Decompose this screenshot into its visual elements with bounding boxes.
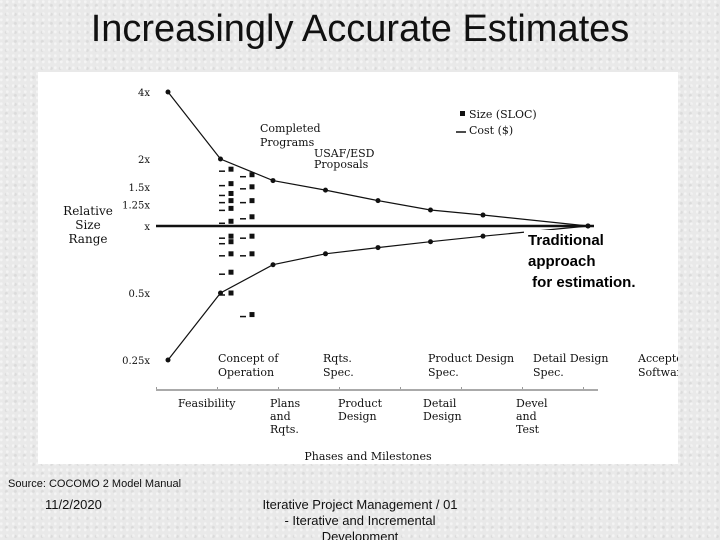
cost-point [165, 357, 171, 363]
footer-title: Iterative Project Management / 01 - Iter… [240, 497, 480, 540]
y-tick-label: 0.5x [128, 289, 150, 300]
cost-point [585, 223, 591, 229]
size-point [480, 212, 486, 218]
slide-title: Increasingly Accurate Estimates [90, 8, 630, 50]
phase-label: Design [338, 410, 377, 423]
phase-label: Plans [270, 397, 301, 410]
x-axis-label: Phases and Milestones [304, 450, 432, 463]
phase-label: Test [516, 423, 540, 436]
scatter-point [228, 205, 234, 211]
scatter-point [228, 218, 234, 224]
annotation-completed: Completed [260, 122, 321, 135]
cost-point [323, 251, 328, 257]
milestone-label: Product Design [428, 352, 514, 365]
scatter-point [228, 166, 234, 172]
scatter-point [228, 239, 234, 245]
cost-point [480, 233, 486, 239]
footer-line-3: Development [321, 529, 399, 540]
milestone-label: Spec. [323, 366, 354, 379]
chart-figure: 4x 2x 1.5x 1.25x x 0.5x 0.25x Relative Size Range… [38, 72, 678, 464]
footer-line-2: - Iterative and Incremental [284, 513, 436, 528]
size-point [428, 207, 433, 213]
annotation-proposals: Proposals [314, 158, 369, 171]
chart-svg: 4x 2x 1.5x 1.25x x 0.5x 0.25x RelativeSizeRange… [63, 88, 678, 463]
milestone-label: Software [638, 366, 678, 379]
y-tick-label: 0.25x [122, 356, 150, 367]
scatter-point [228, 290, 234, 296]
scatter-point [249, 233, 255, 239]
size-series-line [167, 91, 589, 227]
y-axis-label: Relative [63, 204, 113, 218]
milestone-label: Detail Design [533, 352, 608, 365]
phase-label: and [516, 410, 537, 423]
scatter-point [249, 214, 255, 220]
size-point [323, 187, 328, 193]
callout-line-2: for estimation. [528, 274, 636, 291]
source-note: Source: COCOMO 2 Model Manual [8, 478, 182, 490]
scatter-point [249, 184, 255, 190]
legend-cost-label: Cost ($) [469, 124, 513, 137]
scatter-point [228, 181, 234, 187]
size-point [270, 178, 276, 184]
y-tick-label: 2x [138, 155, 150, 166]
callout-line-1: Traditional approach [528, 232, 604, 270]
scatter-point [249, 312, 255, 318]
milestone-label: Accepted [637, 352, 678, 365]
cost-series-line [167, 225, 589, 361]
scatter-point [228, 269, 234, 275]
size-point [375, 198, 381, 204]
legend-size-label: Size (SLOC) [469, 108, 537, 121]
scatter-point [228, 198, 234, 204]
phase-label: Devel [516, 397, 548, 410]
y-tick-label: 1.25x [122, 200, 150, 211]
y-tick-label: 4x [138, 88, 150, 99]
annotation-usaf: USAF/ESD [314, 147, 375, 160]
cost-point [270, 262, 276, 268]
milestone-label: Spec. [428, 366, 459, 379]
legend-size-marker [460, 111, 465, 116]
size-point [165, 89, 171, 95]
scatter-point [228, 233, 234, 239]
phase-label: Feasibility [178, 397, 236, 410]
cost-point [428, 239, 433, 245]
milestone-label: Operation [218, 366, 274, 379]
annotation-programs: Programs [260, 136, 315, 149]
scatter-point [249, 198, 255, 204]
phase-label: Product [338, 397, 383, 410]
scatter-point [228, 251, 234, 257]
milestone-label: Rqts. [323, 352, 352, 365]
milestone-label: Spec. [533, 366, 564, 379]
phase-label: Design [423, 410, 462, 423]
y-axis-label: Range [69, 232, 108, 246]
size-point [218, 156, 223, 162]
phase-label: Rqts. [270, 423, 299, 436]
footer-line-1: Iterative Project Management / 01 [262, 497, 458, 512]
y-tick-label: x [144, 222, 150, 233]
phase-label: Detail [423, 397, 457, 410]
scatter-point [228, 190, 234, 196]
y-axis-label: Size [75, 218, 100, 232]
scatter-point [249, 172, 255, 178]
cost-point [375, 245, 381, 251]
y-tick-label: 1.5x [128, 183, 150, 194]
callout-box: Traditional approach for estimation. [524, 230, 678, 293]
footer-date: 11/2/2020 [45, 497, 102, 512]
scatter-point [249, 251, 255, 257]
milestone-label: Concept of [218, 352, 279, 365]
phase-label: and [270, 410, 291, 423]
